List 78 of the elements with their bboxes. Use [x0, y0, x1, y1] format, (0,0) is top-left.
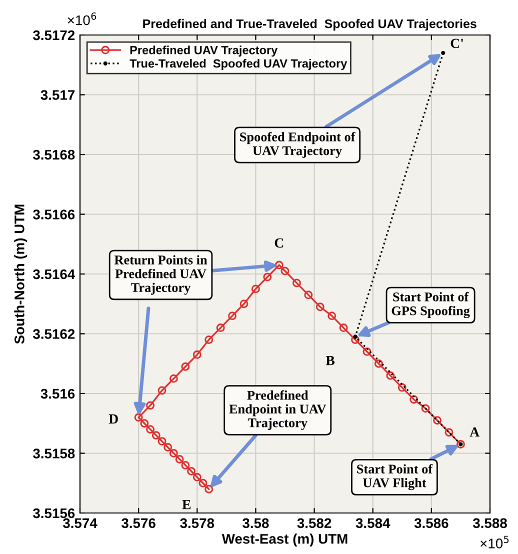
- point: [164, 443, 172, 452]
- y-tick-label: 3.5166: [32, 210, 75, 220]
- point: [263, 272, 272, 282]
- point: [353, 334, 358, 339]
- point: [169, 449, 178, 458]
- y-tick-label: 3.516: [40, 388, 75, 399]
- y-tick-label: 3.5172: [32, 30, 75, 40]
- point: [192, 350, 202, 359]
- annotation: Start Point of GPS Spoofing: [392, 292, 470, 318]
- point: [204, 484, 214, 494]
- point: [216, 324, 225, 332]
- legend-label: Predefined UAV Trajectory: [130, 46, 278, 57]
- point: [328, 312, 336, 320]
- annotation: C': [450, 38, 463, 48]
- point: [386, 371, 395, 380]
- point: [362, 347, 372, 356]
- point: [175, 454, 184, 464]
- point: [274, 260, 284, 270]
- annotation: Return Points in Predefined UAV Trajectory: [114, 255, 208, 295]
- annotation: C: [274, 238, 284, 248]
- point: [187, 466, 196, 476]
- point: [398, 383, 406, 392]
- annotation: Predefined Endpoint in UAV Trajectory: [229, 390, 326, 430]
- point: [456, 440, 465, 449]
- x-axis-title: West-East (m) UTM: [222, 534, 348, 547]
- text: ×10$^{5}$: [480, 536, 509, 548]
- point: [204, 335, 214, 344]
- annotation: D: [108, 414, 118, 424]
- x-tick-label: 3.582: [297, 518, 332, 528]
- y-tick-label: 3.5162: [32, 329, 75, 339]
- annotation: A: [470, 427, 480, 437]
- point: [410, 395, 418, 404]
- x-tick-label: 3.588: [472, 518, 507, 528]
- point: [181, 460, 190, 470]
- point: [140, 419, 149, 428]
- point: [134, 413, 143, 422]
- point: [146, 401, 155, 410]
- y-tick-label: 3.5156: [32, 508, 75, 518]
- point: [339, 324, 348, 332]
- point: [146, 425, 155, 434]
- x-tick-label: 3.576: [122, 518, 156, 528]
- point: [158, 386, 166, 395]
- point: [198, 478, 208, 488]
- annotation: E: [182, 500, 191, 510]
- y-axis-title: South-North (m) UTM: [14, 204, 28, 344]
- point: [374, 359, 383, 368]
- point: [421, 404, 430, 413]
- y-tick-label: 3.5164: [32, 269, 76, 280]
- annotation: Start Point of UAV Flight: [357, 464, 433, 490]
- point: [240, 300, 248, 308]
- point: [441, 50, 446, 56]
- y-tick-label: 3.5158: [32, 448, 75, 458]
- legend-label: True-Traveled Spoofed UAV Trajectory: [130, 58, 348, 70]
- point: [152, 431, 160, 440]
- x-tick-label: 3.578: [180, 518, 214, 528]
- y-tick-label: 3.5168: [32, 150, 75, 160]
- point: [304, 290, 313, 300]
- point: [158, 437, 166, 446]
- point: [169, 374, 178, 383]
- x-tick-label: 3.58: [242, 518, 269, 528]
- point: [433, 416, 442, 425]
- point: [292, 278, 301, 288]
- x-tick-label: 3.586: [414, 518, 448, 528]
- point: [351, 335, 360, 344]
- point: [192, 472, 202, 482]
- x-tick-label: 3.584: [356, 518, 390, 528]
- point: [444, 428, 454, 437]
- point: [228, 312, 237, 320]
- point: [280, 266, 290, 276]
- text: ×10$^{6}$: [68, 12, 96, 26]
- x-tick-label: 3.574: [62, 518, 98, 528]
- point: [316, 302, 324, 312]
- chart-title: Predefined and True-Traveled Spoofed UAV Trajectories: [143, 18, 476, 31]
- y-tick-label: 3.517: [40, 90, 75, 100]
- point: [251, 284, 260, 294]
- annotation: Spoofed Endpoint of UAV Trajectory: [240, 132, 356, 158]
- annotation: B: [326, 356, 335, 366]
- point: [181, 362, 190, 371]
